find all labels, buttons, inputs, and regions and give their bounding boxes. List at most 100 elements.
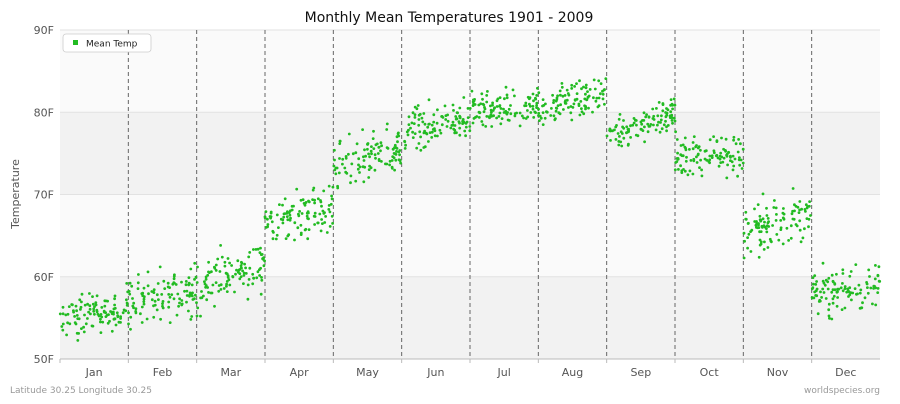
data-point xyxy=(372,147,376,151)
data-point xyxy=(231,275,235,279)
footer-site[interactable]: worldspecies.org xyxy=(803,386,880,396)
data-point xyxy=(166,281,170,285)
data-point xyxy=(761,217,765,221)
data-point xyxy=(507,107,511,111)
data-point xyxy=(734,142,738,146)
data-point xyxy=(219,244,223,247)
x-tick-label: Jan xyxy=(85,366,103,379)
data-point xyxy=(313,223,316,226)
data-point xyxy=(412,122,416,125)
data-point xyxy=(223,264,227,268)
data-point xyxy=(552,99,556,102)
data-point xyxy=(652,118,656,121)
data-point xyxy=(384,162,387,166)
data-point xyxy=(812,282,815,286)
data-point xyxy=(684,148,688,152)
data-point xyxy=(791,187,795,190)
data-point xyxy=(554,117,557,120)
data-point xyxy=(129,327,132,331)
data-point xyxy=(662,123,666,127)
data-point xyxy=(226,276,230,279)
data-point xyxy=(240,266,243,270)
data-point xyxy=(552,101,555,104)
data-point xyxy=(203,280,206,283)
data-point xyxy=(349,174,353,178)
data-point xyxy=(601,92,605,96)
data-point xyxy=(486,90,489,93)
data-point xyxy=(368,164,371,168)
data-point xyxy=(210,291,214,295)
data-point xyxy=(91,295,94,298)
data-point xyxy=(172,274,176,278)
data-point xyxy=(366,147,369,151)
data-point xyxy=(559,93,562,97)
data-point xyxy=(266,223,270,226)
data-point xyxy=(643,125,646,129)
data-point xyxy=(321,222,324,226)
data-point xyxy=(68,322,72,326)
data-point xyxy=(622,126,626,130)
data-point xyxy=(807,217,811,221)
data-point xyxy=(703,157,707,161)
data-point xyxy=(580,107,583,110)
data-point xyxy=(794,223,798,226)
data-point xyxy=(132,301,136,305)
data-point xyxy=(570,87,574,90)
data-point xyxy=(351,152,355,156)
data-point xyxy=(325,231,329,234)
data-point xyxy=(285,215,289,219)
data-point xyxy=(468,129,472,133)
data-point xyxy=(129,315,133,319)
data-point xyxy=(798,200,802,203)
data-point xyxy=(868,275,871,278)
data-point xyxy=(719,161,723,165)
data-point xyxy=(655,107,658,110)
data-point xyxy=(490,111,493,114)
data-point xyxy=(722,147,725,151)
data-point xyxy=(379,149,382,153)
x-tick-label: Sep xyxy=(630,366,651,379)
data-point xyxy=(99,317,102,321)
data-point xyxy=(242,282,245,285)
data-point xyxy=(738,163,742,167)
data-point xyxy=(596,105,600,109)
data-point xyxy=(760,224,764,228)
data-point xyxy=(61,328,65,332)
data-point xyxy=(736,174,739,178)
data-point xyxy=(677,168,680,171)
data-point xyxy=(248,266,252,270)
data-point xyxy=(500,117,504,120)
data-point xyxy=(692,157,696,161)
data-point xyxy=(243,262,247,266)
data-point xyxy=(595,96,599,100)
data-point xyxy=(79,308,82,311)
data-point xyxy=(558,89,562,93)
data-point xyxy=(483,107,487,111)
data-point xyxy=(438,128,442,132)
data-point xyxy=(263,216,267,220)
data-point xyxy=(258,251,262,255)
data-point xyxy=(866,286,869,289)
data-point xyxy=(141,291,145,295)
data-point xyxy=(511,88,515,92)
data-point xyxy=(307,199,310,203)
data-point xyxy=(205,298,209,302)
data-point xyxy=(160,293,164,296)
data-point xyxy=(583,97,587,101)
data-point xyxy=(636,134,640,138)
data-point xyxy=(477,110,481,114)
data-point xyxy=(787,239,790,242)
data-point xyxy=(167,300,171,304)
data-point xyxy=(528,102,531,106)
data-point xyxy=(194,293,197,297)
data-point xyxy=(283,212,287,216)
data-point xyxy=(388,163,391,167)
x-tick-label: Mar xyxy=(220,366,241,379)
data-point xyxy=(246,297,250,301)
data-point xyxy=(503,97,506,101)
data-point xyxy=(341,162,344,166)
data-point xyxy=(167,305,171,309)
data-point xyxy=(779,226,783,230)
data-point xyxy=(264,226,268,229)
